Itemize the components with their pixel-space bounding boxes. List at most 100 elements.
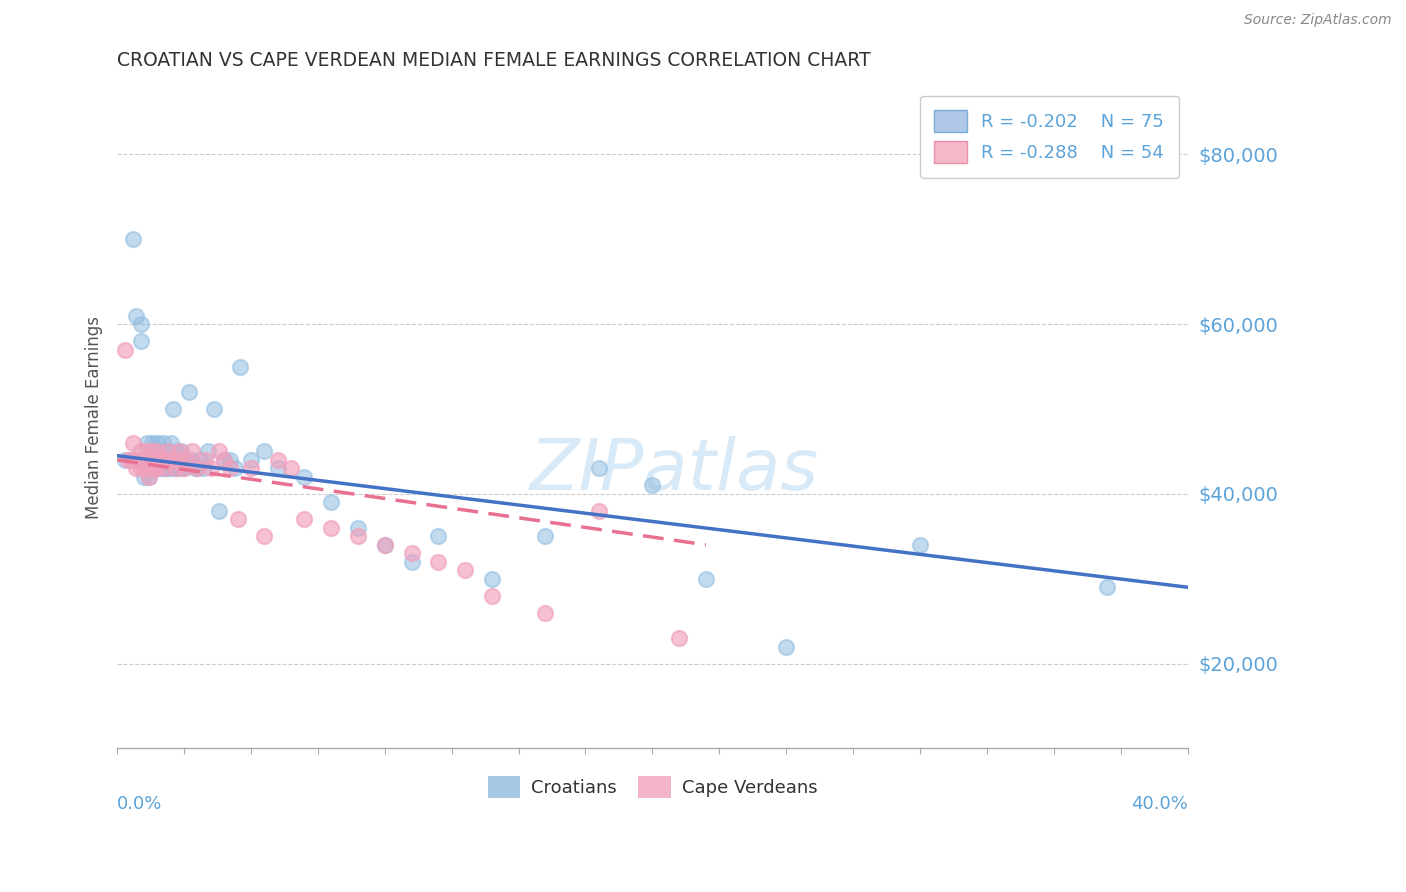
- Point: [152, 453, 174, 467]
- Point: [226, 512, 249, 526]
- Point: [135, 453, 157, 467]
- Point: [143, 461, 166, 475]
- Point: [218, 453, 240, 467]
- Point: [152, 453, 174, 467]
- Point: [143, 461, 166, 475]
- Point: [212, 453, 235, 467]
- Point: [208, 444, 231, 458]
- Point: [253, 529, 276, 543]
- Point: [152, 461, 174, 475]
- Point: [129, 317, 152, 331]
- Point: [374, 538, 396, 552]
- Point: [170, 453, 193, 467]
- Point: [159, 461, 181, 475]
- Point: [157, 444, 180, 458]
- Point: [132, 461, 155, 475]
- Point: [253, 444, 276, 458]
- Point: [165, 461, 187, 475]
- Point: [165, 461, 187, 475]
- Point: [167, 444, 190, 458]
- Point: [146, 444, 169, 458]
- Legend: Croatians, Cape Verdeans: Croatians, Cape Verdeans: [481, 769, 824, 805]
- Point: [775, 640, 797, 654]
- Point: [128, 453, 150, 467]
- Point: [588, 461, 610, 475]
- Point: [159, 453, 181, 467]
- Point: [146, 436, 169, 450]
- Point: [176, 453, 198, 467]
- Point: [191, 461, 214, 475]
- Point: [138, 470, 160, 484]
- Point: [122, 436, 145, 450]
- Point: [695, 572, 717, 586]
- Point: [162, 402, 184, 417]
- Point: [141, 461, 163, 475]
- Point: [208, 504, 231, 518]
- Point: [143, 453, 166, 467]
- Text: CROATIAN VS CAPE VERDEAN MEDIAN FEMALE EARNINGS CORRELATION CHART: CROATIAN VS CAPE VERDEAN MEDIAN FEMALE E…: [117, 51, 870, 70]
- Point: [129, 444, 152, 458]
- Point: [125, 309, 148, 323]
- Point: [143, 444, 166, 458]
- Point: [240, 453, 263, 467]
- Point: [159, 453, 181, 467]
- Point: [155, 461, 177, 475]
- Point: [149, 444, 172, 458]
- Point: [534, 529, 557, 543]
- Point: [280, 461, 302, 475]
- Text: ZIPatlas: ZIPatlas: [529, 436, 818, 505]
- Point: [347, 521, 370, 535]
- Point: [141, 444, 163, 458]
- Point: [155, 461, 177, 475]
- Point: [114, 453, 136, 467]
- Point: [132, 470, 155, 484]
- Point: [347, 529, 370, 543]
- Point: [668, 631, 690, 645]
- Point: [170, 453, 193, 467]
- Point: [194, 453, 217, 467]
- Point: [122, 232, 145, 246]
- Point: [197, 444, 219, 458]
- Point: [157, 453, 180, 467]
- Point: [181, 453, 204, 467]
- Point: [146, 461, 169, 475]
- Point: [218, 461, 240, 475]
- Point: [149, 453, 172, 467]
- Point: [141, 453, 163, 467]
- Point: [454, 563, 477, 577]
- Point: [141, 436, 163, 450]
- Point: [162, 453, 184, 467]
- Point: [165, 444, 187, 458]
- Y-axis label: Median Female Earnings: Median Female Earnings: [86, 316, 103, 519]
- Point: [1097, 580, 1119, 594]
- Point: [181, 444, 204, 458]
- Point: [125, 461, 148, 475]
- Point: [120, 453, 142, 467]
- Point: [186, 461, 208, 475]
- Text: 0.0%: 0.0%: [117, 795, 163, 813]
- Point: [588, 504, 610, 518]
- Point: [240, 461, 263, 475]
- Point: [135, 461, 157, 475]
- Point: [427, 529, 450, 543]
- Point: [641, 478, 664, 492]
- Point: [908, 538, 931, 552]
- Point: [401, 555, 423, 569]
- Point: [167, 461, 190, 475]
- Point: [224, 461, 246, 475]
- Point: [120, 453, 142, 467]
- Point: [117, 453, 139, 467]
- Point: [155, 453, 177, 467]
- Point: [146, 461, 169, 475]
- Point: [481, 572, 503, 586]
- Point: [176, 453, 198, 467]
- Point: [167, 453, 190, 467]
- Point: [202, 402, 225, 417]
- Point: [173, 461, 195, 475]
- Point: [179, 385, 201, 400]
- Point: [152, 436, 174, 450]
- Point: [427, 555, 450, 569]
- Point: [188, 453, 211, 467]
- Text: Source: ZipAtlas.com: Source: ZipAtlas.com: [1244, 13, 1392, 28]
- Point: [162, 453, 184, 467]
